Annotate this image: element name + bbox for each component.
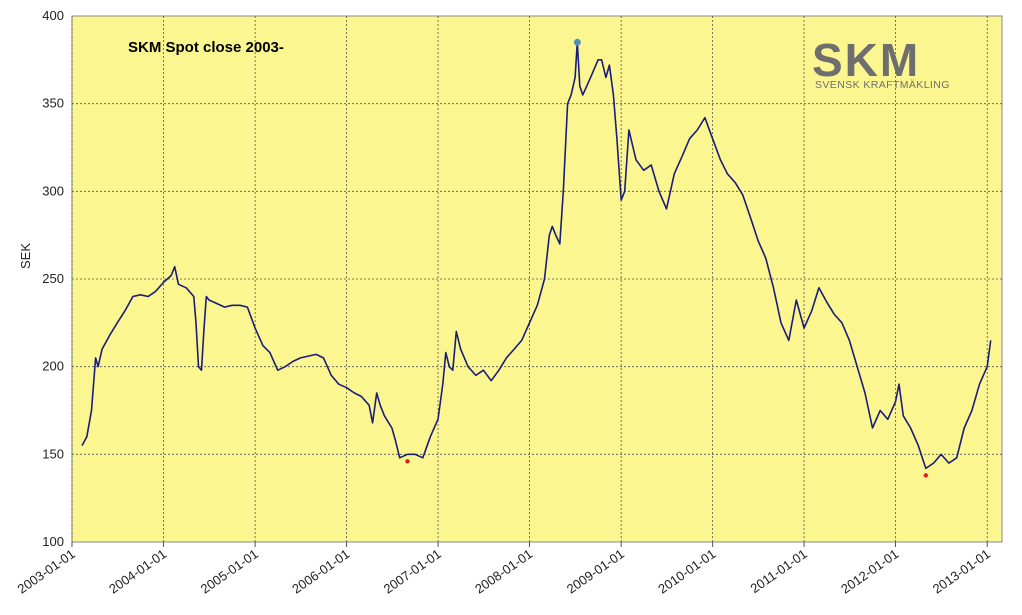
x-tick-label: 2008-01-01: [472, 546, 535, 596]
y-axis: 100 150 200 250 300 350 400: [42, 8, 64, 549]
markers: [405, 38, 929, 478]
x-tick-label: 2003-01-01: [15, 546, 78, 596]
x-tick-label: 2007-01-01: [381, 546, 444, 596]
x-tick-label: 2012-01-01: [838, 546, 901, 596]
chart-title: SKM Spot close 2003-: [128, 39, 284, 56]
x-tick-label: 2010-01-01: [655, 546, 718, 596]
grid-lines: [71, 16, 1002, 542]
series-line: [81, 41, 992, 470]
min-point-marker: [923, 473, 929, 478]
y-tick-label: 150: [42, 446, 64, 461]
logo-name: SKM: [812, 34, 920, 86]
x-tick-label: 2006-01-01: [289, 546, 352, 596]
skm-logo: SKM SVENSK KRAFTMÄKLING: [812, 34, 950, 91]
y-axis-label: SEK: [18, 243, 33, 269]
y-tick-label: 400: [42, 8, 64, 23]
min-point-marker: [405, 459, 410, 464]
logo-tagline: SVENSK KRAFTMÄKLING: [815, 79, 950, 91]
y-tick-label: 300: [42, 183, 64, 198]
x-tick-label: 2005-01-01: [198, 546, 261, 596]
y-tick-label: 350: [42, 96, 64, 111]
x-tick-label: 2011-01-01: [747, 546, 809, 596]
x-axis: 2003-01-01 2004-01-01 2005-01-01 2006-01-01…: [15, 542, 993, 597]
y-tick-label: 250: [42, 271, 64, 286]
max-point-marker: [573, 38, 581, 46]
x-tick-label: 2013-01-01: [930, 546, 993, 596]
y-tick-label: 200: [42, 359, 64, 374]
y-tick-label: 100: [42, 534, 64, 549]
x-tick-label: 2004-01-01: [106, 546, 169, 596]
x-tick-label: 2009-01-01: [564, 546, 627, 596]
